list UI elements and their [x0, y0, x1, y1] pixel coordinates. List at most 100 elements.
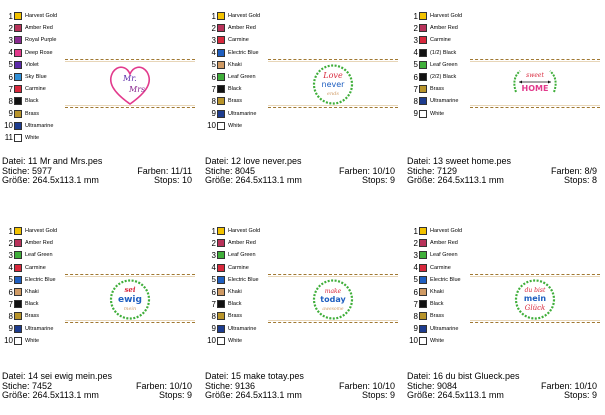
thread-number: 2: [8, 23, 13, 33]
design-text-line-2: never: [322, 80, 346, 89]
thread-name: Black: [430, 301, 444, 308]
design-size: Größe: 264.5x113.1 mm: [407, 175, 504, 185]
file-info: Datei: 14 sei ewig mein.pes Stiche: 7452…: [2, 371, 192, 401]
thread-number: 7: [211, 84, 216, 94]
thread-number: 2: [8, 238, 13, 248]
color-swatch: [419, 239, 427, 248]
thread-name: White: [25, 134, 40, 141]
color-swatch: [419, 263, 427, 272]
stitch-count: Stiche: 8045: [205, 165, 256, 176]
thread-name: Brass: [228, 313, 243, 320]
thread-number: 5: [8, 275, 13, 285]
file-info: Datei: 12 love never.pes Stiche: 8045 Far…: [205, 156, 395, 186]
thread-name: Carmine: [228, 264, 249, 271]
thread-color-list: 1 Harvest Gold 2 Amber Red 3 Carmine 4 Electric…: [206, 10, 260, 132]
stop-count: Stops: 9: [361, 390, 395, 400]
file-name: Datei: 14 sei ewig mein.pes: [2, 371, 113, 381]
file-name: Datei: 11 Mr and Mrs.pes: [2, 156, 103, 166]
thread-name: Harvest Gold: [25, 228, 58, 235]
thread-number: 8: [211, 96, 216, 106]
thread-name: Black: [228, 301, 242, 308]
thread-row: 9 Ultramarine: [206, 108, 260, 120]
file-info: Datei: 15 make totay.pes Stiche: 9136 Far…: [205, 371, 395, 401]
thread-row: 10 White: [206, 120, 260, 132]
thread-row: 8 Brass: [206, 95, 260, 107]
thread-number: 6: [211, 287, 216, 297]
stitch-count: Stiche: 9136: [205, 380, 256, 391]
color-swatch: [14, 97, 22, 106]
color-swatch: [217, 12, 225, 21]
design-text-line-1: Love: [322, 71, 343, 80]
thread-name: Electric Blue: [228, 276, 259, 283]
thread-row: 3 Leaf Green: [206, 249, 260, 261]
color-count: Farben: 10/10: [338, 165, 395, 176]
color-swatch: [217, 24, 225, 33]
thread-row: 2 Amber Red: [206, 22, 260, 34]
color-swatch: [217, 300, 225, 309]
thread-row: 7 Black: [3, 298, 57, 310]
design-text-line-1: sei: [124, 285, 135, 294]
thread-row: 4 Carmine: [206, 262, 260, 274]
thread-number: 3: [8, 250, 13, 260]
thread-name: Carmine: [25, 264, 46, 271]
thread-row: 4 Carmine: [3, 262, 57, 274]
thread-row: 1 Harvest Gold: [408, 225, 463, 237]
thread-row: 4 (1/2) Black: [408, 47, 462, 59]
thread-row: 4 Carmine: [408, 262, 462, 274]
thread-name: Sky Blue: [25, 74, 47, 81]
thread-number: 3: [413, 35, 418, 45]
thread-row: 6 Khaki: [206, 286, 260, 298]
thread-number: 5: [8, 60, 13, 70]
color-swatch: [14, 24, 22, 33]
color-swatch: [217, 36, 225, 45]
file-info: Datei: 13 sweet home.pes Stiche: 7129 Far…: [407, 156, 597, 186]
design-card-love-never: 1 Harvest Gold 2 Amber Red 3 Carmine 4 Electric…: [203, 0, 403, 200]
thread-row: 7 Black: [206, 83, 260, 95]
thread-row: 2 Amber Red: [408, 237, 462, 249]
color-count: Farben: 10/10: [540, 380, 597, 391]
design-text-line-3: awesome: [322, 307, 343, 312]
color-swatch: [14, 109, 22, 118]
thread-number: 1: [211, 226, 216, 236]
thread-name: Ultramarine: [228, 110, 257, 117]
thread-number: 4: [8, 48, 13, 58]
thread-number: 2: [413, 238, 418, 248]
thread-number: 9: [413, 109, 418, 119]
thread-number: 9: [8, 324, 13, 334]
thread-name: Khaki: [430, 289, 444, 296]
thread-row: 2 Amber Red: [3, 237, 57, 249]
thread-row: 1 Harvest Gold: [206, 225, 261, 237]
thread-name: Black: [25, 301, 39, 308]
design-card-sweet-home: 1 Harvest Gold 2 Amber Red 3 Carmine 4 (1/2) Bl…: [405, 0, 605, 200]
thread-name: Amber Red: [25, 25, 53, 32]
color-swatch: [14, 300, 22, 309]
thread-row: 10 White: [3, 335, 57, 347]
file-info: Datei: 11 Mr and Mrs.pes Stiche: 5977 Far…: [2, 156, 192, 186]
wreath-design-icon: sei ewig mein: [109, 279, 151, 320]
thread-color-list: 1 Harvest Gold 2 Amber Red 3 Royal Purple 4 Dee…: [3, 10, 57, 144]
thread-row: 8 Black: [3, 95, 57, 107]
stitch-count: Stiche: 9084: [407, 380, 458, 391]
color-swatch: [14, 336, 22, 345]
thread-number: 8: [413, 96, 418, 106]
design-size: Größe: 264.5x113.1 mm: [2, 390, 99, 400]
thread-name: Brass: [228, 98, 243, 105]
design-preview: Love never ends: [268, 59, 398, 108]
thread-number: 9: [413, 324, 418, 334]
thread-number: 1: [8, 226, 13, 236]
thread-name: Deep Rose: [25, 49, 53, 56]
design-text-line-1: make: [325, 288, 342, 295]
thread-name: Ultramarine: [25, 325, 54, 332]
thread-name: (2/2) Black: [430, 74, 457, 81]
thread-row: 9 Brass: [3, 108, 57, 120]
thread-number: 4: [8, 263, 13, 273]
thread-row: 6 Leaf Green: [206, 71, 260, 83]
color-swatch: [419, 60, 427, 69]
thread-row: 9 Ultramarine: [206, 323, 260, 335]
design-preview: sweet HOME: [470, 59, 600, 108]
thread-number: 5: [413, 275, 418, 285]
stop-count: Stops: 9: [158, 390, 192, 400]
thread-row: 3 Leaf Green: [408, 249, 462, 261]
thread-name: Amber Red: [228, 25, 256, 32]
thread-name: Black: [228, 86, 242, 93]
